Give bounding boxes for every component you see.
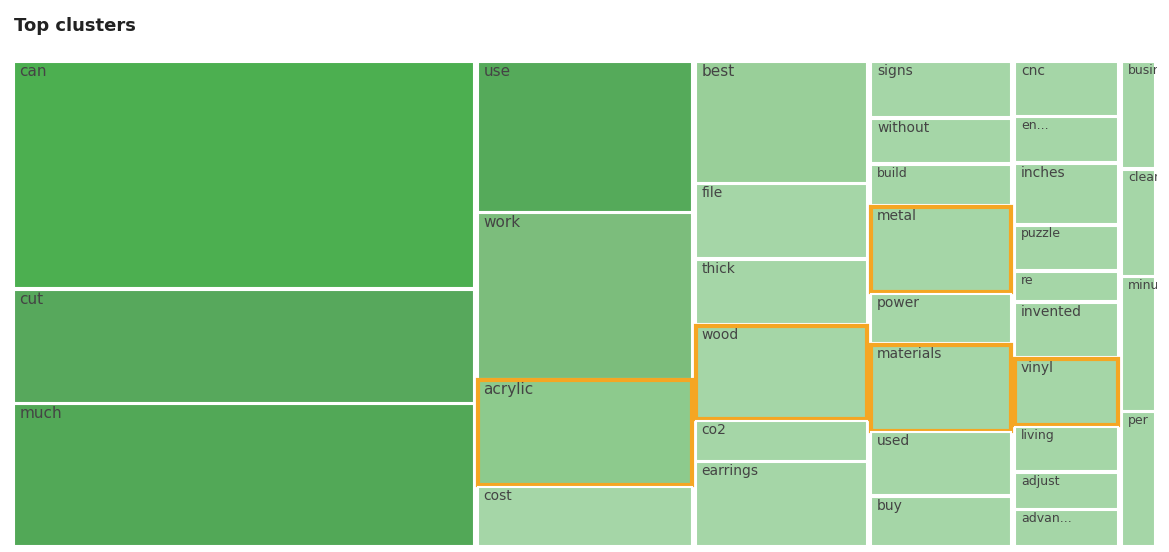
Text: clean: clean — [1128, 172, 1162, 184]
Bar — [871, 119, 1011, 163]
Bar — [871, 294, 1011, 343]
Text: buy: buy — [877, 498, 902, 513]
Text: cnc: cnc — [1021, 63, 1045, 77]
Bar — [696, 326, 867, 419]
Bar — [871, 165, 1011, 205]
Bar — [478, 380, 692, 485]
Bar — [696, 62, 867, 183]
Bar — [871, 345, 1011, 431]
Bar — [1016, 359, 1119, 425]
Text: invented: invented — [1021, 305, 1082, 319]
Text: living: living — [1021, 428, 1054, 442]
Text: co2: co2 — [701, 423, 727, 437]
Text: advan...: advan... — [1021, 512, 1072, 525]
Text: minute: minute — [1128, 279, 1169, 293]
Text: Top clusters: Top clusters — [14, 17, 136, 35]
Text: without: without — [877, 121, 929, 135]
Text: work: work — [484, 215, 520, 230]
Bar — [1016, 164, 1119, 224]
Text: cut: cut — [20, 292, 43, 307]
Bar — [478, 62, 692, 211]
Text: acrylic: acrylic — [484, 383, 534, 397]
Bar — [871, 206, 1011, 293]
Text: per: per — [1128, 415, 1149, 427]
Bar — [1122, 412, 1155, 545]
Bar — [1016, 117, 1119, 162]
Bar — [1016, 359, 1119, 425]
Bar — [696, 260, 867, 325]
Bar — [1122, 169, 1155, 276]
Bar — [871, 432, 1011, 495]
Text: wood: wood — [701, 328, 739, 342]
Bar — [478, 487, 692, 545]
Text: power: power — [877, 296, 920, 310]
Text: earrings: earrings — [701, 464, 759, 478]
Text: best: best — [701, 63, 735, 78]
Bar — [1016, 427, 1119, 471]
Bar — [1122, 278, 1155, 411]
Text: file: file — [701, 187, 722, 200]
Text: cost: cost — [484, 489, 512, 502]
Bar — [1016, 510, 1119, 545]
Bar — [478, 214, 692, 379]
Text: use: use — [484, 63, 511, 78]
Text: busin...: busin... — [1128, 63, 1169, 77]
Text: adjust: adjust — [1021, 475, 1059, 488]
Bar — [14, 405, 473, 545]
Text: en...: en... — [1021, 119, 1049, 132]
Text: inches: inches — [1021, 166, 1066, 179]
Text: thick: thick — [701, 262, 735, 276]
Bar — [871, 206, 1011, 293]
Bar — [871, 62, 1011, 118]
Text: re: re — [1021, 274, 1033, 287]
Text: vinyl: vinyl — [1021, 360, 1054, 375]
Bar — [696, 462, 867, 545]
Bar — [1016, 226, 1119, 270]
Bar — [1016, 272, 1119, 301]
Bar — [871, 497, 1011, 545]
Bar — [696, 421, 867, 460]
Text: build: build — [877, 167, 908, 180]
Bar — [14, 290, 473, 403]
Text: metal: metal — [877, 209, 918, 222]
Text: can: can — [20, 63, 47, 78]
Text: much: much — [20, 406, 62, 421]
Bar — [14, 62, 473, 289]
Text: used: used — [877, 434, 911, 448]
Text: signs: signs — [877, 63, 913, 77]
Bar — [1122, 62, 1155, 168]
Bar — [478, 380, 692, 485]
Bar — [1016, 303, 1119, 357]
Bar — [696, 326, 867, 419]
Bar — [696, 184, 867, 258]
Bar — [1016, 62, 1119, 115]
Text: puzzle: puzzle — [1021, 227, 1061, 241]
Bar — [1016, 473, 1119, 508]
Text: materials: materials — [877, 347, 942, 360]
Bar — [871, 345, 1011, 431]
